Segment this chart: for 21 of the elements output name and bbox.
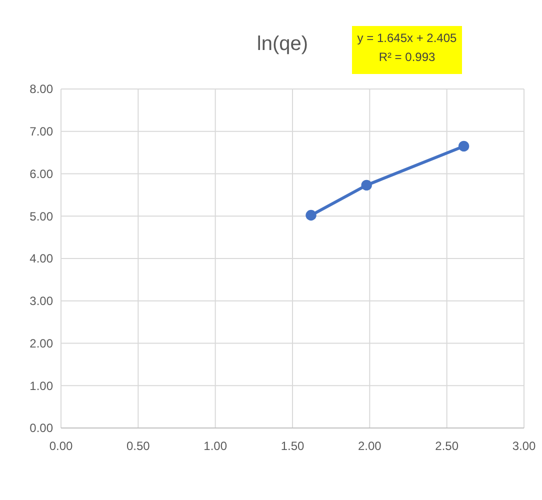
equation-label-box: y = 1.645x + 2.405 R² = 0.993 xyxy=(352,26,462,74)
x-tick-label: 0.50 xyxy=(126,439,150,453)
x-tick-label: 3.00 xyxy=(512,439,536,453)
x-tick-label: 1.50 xyxy=(280,439,304,453)
x-tick-label: 2.50 xyxy=(435,439,459,453)
y-tick-label: 5.00 xyxy=(30,209,54,224)
y-tick-label: 1.00 xyxy=(30,378,54,393)
chart-title: ln(qe) xyxy=(256,33,308,55)
y-tick-label: 2.00 xyxy=(30,336,54,350)
y-tick-label: 7.00 xyxy=(30,124,54,139)
y-tick-label: 8.00 xyxy=(30,82,54,96)
point xyxy=(361,180,372,191)
y-tick-label: 6.00 xyxy=(30,166,54,181)
point xyxy=(458,140,470,152)
x-tick-label: 1.00 xyxy=(204,439,228,453)
y-tick-label: 0.00 xyxy=(30,421,54,436)
point xyxy=(306,210,316,221)
x-tick-label: 0.00 xyxy=(49,439,73,453)
y-tick-label: 3.00 xyxy=(30,294,54,308)
x-tick-label: 2.00 xyxy=(358,439,382,453)
y-tick-label: 4.00 xyxy=(30,252,54,266)
